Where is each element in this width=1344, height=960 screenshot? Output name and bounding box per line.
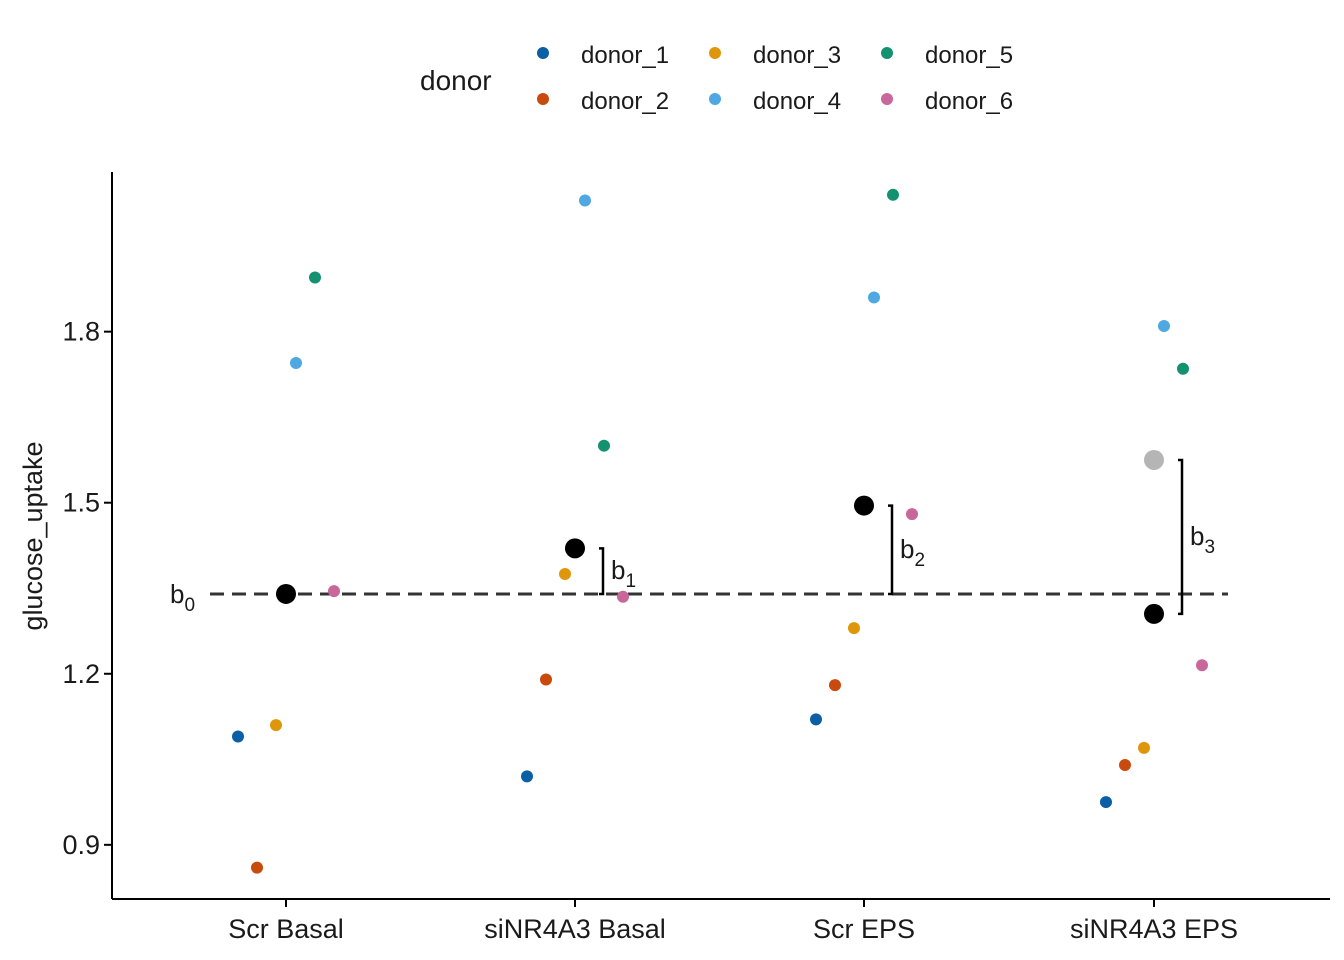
effect-label: b3	[1190, 521, 1215, 558]
data-point-donor_1	[232, 730, 244, 743]
data-point-donor_6	[906, 508, 918, 521]
y-tick-label: 1.2	[62, 659, 100, 689]
legend-label-donor_2: donor_2	[581, 88, 669, 115]
group-means	[276, 449, 1164, 624]
effect-label: b1	[611, 555, 636, 592]
reference-line-label: b0	[170, 579, 195, 616]
data-point-donor_4	[1158, 319, 1170, 332]
data-point-donor_1	[1100, 796, 1112, 809]
y-ticks: 0.9 1.2 1.5 1.8	[62, 317, 112, 860]
data-point-donor_1	[521, 770, 533, 783]
y-tick-label: 0.9	[62, 830, 100, 860]
data-point-donor_6	[617, 590, 629, 603]
x-tick-label: siNR4A3 EPS	[1070, 914, 1238, 944]
group-mean-point	[276, 583, 296, 604]
group-mean-point	[565, 538, 585, 559]
data-point-donor_3	[270, 719, 282, 732]
legend-key-donor_2	[537, 93, 549, 105]
y-tick-label: 1.5	[62, 488, 100, 518]
data-points	[232, 188, 1208, 874]
x-ticks: Scr Basal siNR4A3 Basal Scr EPS siNR4A3 EPS	[228, 899, 1238, 944]
data-point-donor_3	[1138, 741, 1150, 754]
data-point-donor_5	[887, 188, 899, 201]
data-point-donor_2	[1119, 759, 1131, 772]
legend-key-donor_4	[709, 93, 721, 105]
y-axis-title: glucose_uptake	[18, 441, 48, 630]
data-point-donor_4	[579, 194, 591, 207]
legend-key-donor_1	[537, 47, 549, 59]
data-point-donor_2	[540, 673, 552, 686]
plot-area: 0.9 1.2 1.5 1.8 Scr Basal siNR4A3 Basal Scr E…	[62, 172, 1330, 944]
reference-line-layer: b0	[170, 579, 1228, 616]
additive-prediction-point	[1144, 449, 1164, 470]
data-point-donor_5	[1177, 362, 1189, 375]
legend: donor donor_1 donor_2 donor_3 donor_4 donor_…	[420, 42, 1013, 115]
effect-bracket	[888, 504, 894, 596]
legend-label-donor_1: donor_1	[581, 42, 669, 69]
legend-title: donor	[420, 65, 492, 96]
legend-key-donor_5	[881, 47, 893, 59]
data-point-donor_6	[328, 585, 340, 598]
x-tick-label: Scr EPS	[813, 914, 915, 944]
legend-label-donor_3: donor_3	[753, 42, 841, 69]
effect-bracket	[599, 547, 605, 596]
data-point-donor_2	[251, 861, 263, 874]
x-tick-label: siNR4A3 Basal	[484, 914, 666, 944]
x-tick-label: Scr Basal	[228, 914, 344, 944]
data-point-donor_6	[1196, 659, 1208, 672]
data-point-donor_4	[290, 357, 302, 370]
legend-key-donor_6	[881, 93, 893, 105]
data-point-donor_1	[810, 713, 822, 726]
y-tick-label: 1.8	[62, 317, 100, 347]
data-point-donor_5	[598, 439, 610, 452]
legend-label-donor_4: donor_4	[753, 88, 841, 115]
legend-label-donor_5: donor_5	[925, 42, 1013, 69]
annotation-layer: b1 b2 b3	[599, 458, 1215, 616]
effect-label: b2	[900, 534, 925, 571]
data-point-donor_4	[868, 291, 880, 304]
data-point-donor_5	[309, 271, 321, 284]
data-point-donor_2	[829, 679, 841, 692]
legend-key-donor_3	[709, 47, 721, 59]
group-mean-point	[1144, 603, 1164, 624]
effect-bracket	[1178, 458, 1184, 616]
data-point-donor_3	[848, 622, 860, 635]
data-point-donor_3	[559, 567, 571, 580]
legend-label-donor_6: donor_6	[925, 88, 1013, 115]
group-mean-point	[854, 495, 874, 516]
